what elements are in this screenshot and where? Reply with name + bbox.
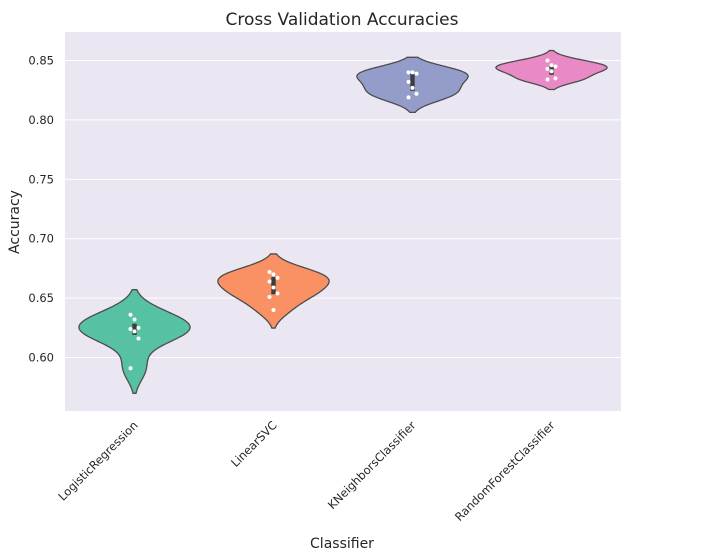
quartile-box [132,323,137,335]
violin-body [78,289,191,394]
data-point [406,70,411,75]
data-point [132,329,137,334]
data-point [275,291,280,296]
data-point [410,70,415,75]
data-point [267,279,272,284]
y-tick-label: 0.70 [28,232,54,246]
y-axis-label: Accuracy [7,190,23,254]
data-point [553,76,558,81]
data-point [128,312,133,317]
data-point [132,317,137,322]
x-tick-label: LogisticRegression [55,418,140,503]
data-point [414,91,419,96]
data-point [271,285,276,290]
data-point [128,366,133,371]
data-point [406,79,411,84]
data-point [553,64,558,69]
violins [78,49,608,394]
data-point [275,275,280,280]
x-tick-labels: LogisticRegression LinearSVC KNeighborsCla… [55,418,558,524]
chart-title: Cross Validation Accuracies [226,10,459,30]
data-point [545,66,550,71]
y-tick-label: 0.80 [28,113,54,127]
data-point [545,58,550,63]
data-point [545,77,550,82]
quartile-box [410,72,415,91]
x-tick-label: RandomForestClassifier [452,418,558,524]
data-point [414,71,419,76]
data-point [267,294,272,299]
y-tick-label: 0.65 [28,291,54,305]
data-point [406,95,411,100]
data-point [549,69,554,74]
data-point [410,85,415,90]
x-tick-label: LinearSVC [228,418,280,470]
data-point [267,269,272,274]
data-point [271,308,276,313]
data-point [136,336,141,341]
y-tick-label: 0.75 [28,172,54,186]
data-point [128,327,133,332]
x-axis-label: Classifier [310,536,374,552]
y-tick-labels: 0.60 0.65 0.70 0.75 0.80 0.85 [28,54,54,365]
data-point [271,272,276,277]
data-point [549,63,554,68]
y-tick-label: 0.60 [28,351,54,365]
data-point [136,325,141,330]
y-tick-label: 0.85 [28,54,54,68]
x-tick-label: KNeighborsClassifier [325,418,419,512]
